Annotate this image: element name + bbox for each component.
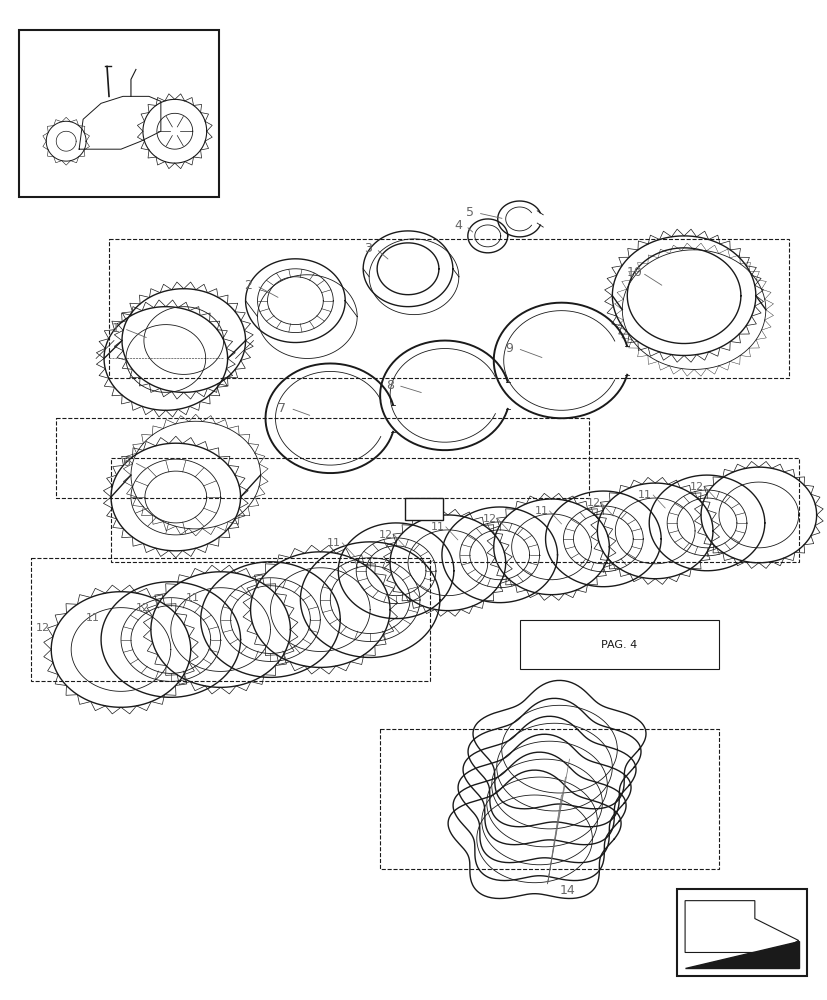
- Text: 12: 12: [689, 482, 703, 492]
- Text: 14: 14: [559, 884, 575, 897]
- Text: 11: 11: [638, 490, 652, 500]
- Text: 11: 11: [86, 613, 100, 623]
- Text: 12: 12: [482, 514, 496, 524]
- Text: 12: 12: [36, 623, 50, 633]
- Text: 4: 4: [453, 219, 461, 232]
- Bar: [404, 498, 442, 520]
- Text: 12: 12: [586, 498, 600, 508]
- Text: 11: 11: [327, 538, 341, 548]
- Text: 12: 12: [136, 603, 150, 613]
- Text: 3: 3: [364, 242, 371, 255]
- Text: PAG. 4: PAG. 4: [600, 640, 637, 650]
- Bar: [19, 30, 218, 197]
- Polygon shape: [684, 941, 798, 968]
- Text: 13: 13: [416, 502, 432, 515]
- Text: 5: 5: [466, 206, 473, 219]
- Text: 9: 9: [505, 342, 513, 355]
- Text: 11: 11: [430, 522, 444, 532]
- Text: 2: 2: [244, 279, 252, 292]
- Text: 11: 11: [534, 506, 548, 516]
- Text: 11: 11: [185, 593, 199, 603]
- Text: 1: 1: [112, 322, 120, 335]
- Text: 10: 10: [625, 266, 642, 279]
- Bar: [676, 889, 805, 976]
- Text: 6: 6: [122, 456, 130, 469]
- Bar: [519, 620, 718, 669]
- Text: 8: 8: [385, 379, 394, 392]
- Text: 12: 12: [379, 530, 393, 540]
- Text: 7: 7: [278, 402, 286, 415]
